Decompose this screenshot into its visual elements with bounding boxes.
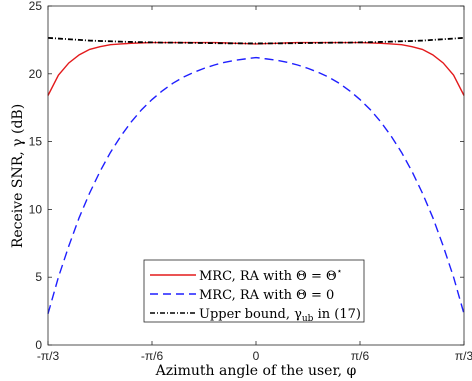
y-tick-label: 25 [29, 0, 43, 13]
legend: MRC, RA with Θ = Θ⋆ MRC, RA with Θ = 0 U… [143, 259, 365, 324]
x-axis-label: Azimuth angle of the user, φ [155, 363, 357, 379]
series-layer [47, 36, 465, 315]
y-tick-label: 10 [29, 202, 43, 216]
legend-box [143, 259, 365, 323]
series-line-1 [47, 41, 465, 96]
x-tick-label: π/3 [455, 349, 472, 363]
y-tick-label: 0 [35, 338, 42, 352]
x-tick-label: 0 [253, 349, 260, 363]
y-tick-label: 5 [35, 270, 42, 284]
y-tick-label: 20 [29, 67, 43, 81]
x-tick-label: π/6 [351, 349, 370, 363]
legend-entry-1: MRC, RA with Θ = Θ⋆ [199, 267, 342, 284]
axes-layer: -π/3 -π/6 0 π/6 π/3 0 5 10 15 20 25 [29, 0, 472, 363]
legend-entry-2: MRC, RA with Θ = 0 [199, 288, 334, 303]
y-tick-label: 15 [29, 135, 43, 149]
legend-entry-3: Upper bound, γub in (17) [199, 307, 361, 324]
x-tick-label: -π/6 [141, 349, 164, 363]
x-tick-label: -π/3 [37, 349, 60, 363]
y-axis-label: Receive SNR, γ (dB) [10, 104, 26, 248]
series-line-2 [47, 56, 465, 315]
